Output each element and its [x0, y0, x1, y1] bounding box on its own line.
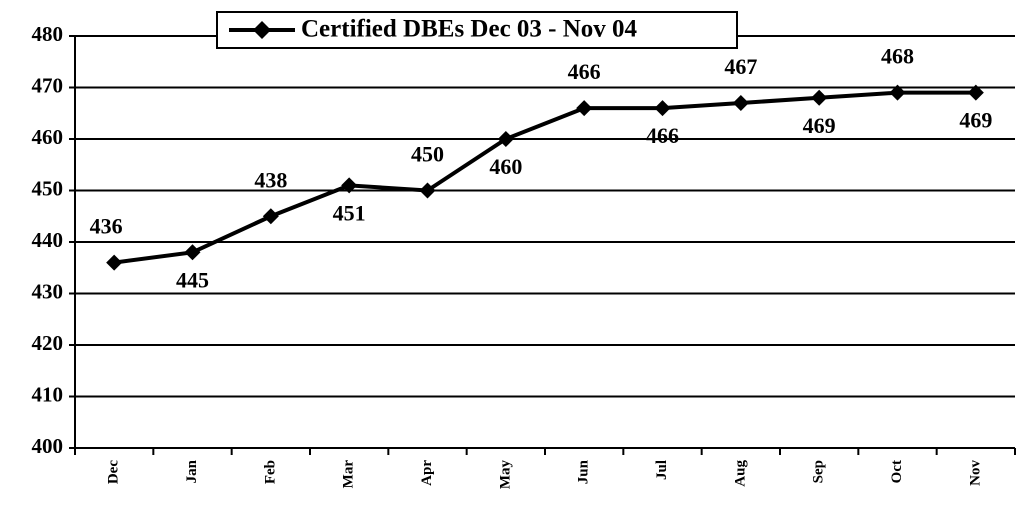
data-label: 469 — [803, 113, 836, 138]
marker — [811, 89, 828, 106]
data-label: 450 — [411, 142, 444, 167]
legend-label: Certified DBEs Dec 03 - Nov 04 — [301, 16, 638, 43]
y-tick-label: 460 — [32, 125, 64, 149]
x-tick-label: Dec — [106, 460, 122, 484]
y-tick-label: 480 — [32, 22, 64, 46]
y-tick-label: 420 — [32, 331, 64, 355]
data-label: 469 — [959, 108, 992, 133]
marker — [497, 131, 514, 147]
x-tick-label: Jun — [576, 459, 592, 484]
legend-box — [216, 11, 738, 49]
data-label: 466 — [568, 59, 601, 84]
data-label: 445 — [176, 267, 209, 292]
series-line — [113, 90, 976, 265]
marker — [262, 208, 279, 225]
marker — [654, 100, 671, 117]
y-tick-label: 410 — [32, 382, 64, 406]
marker — [106, 254, 123, 271]
x-tick-label: Jan — [184, 459, 200, 483]
data-label: 467 — [724, 54, 757, 79]
y-tick-label: 400 — [32, 434, 64, 458]
x-tick-label: Feb — [262, 460, 278, 484]
marker — [576, 100, 593, 117]
data-label: 451 — [333, 200, 366, 225]
x-tick-label: Sep — [811, 460, 827, 483]
x-tick-label: Aug — [732, 460, 748, 487]
x-tick-label: May — [497, 460, 513, 490]
x-tick-label: Apr — [419, 460, 435, 486]
marker — [889, 84, 906, 101]
marker — [184, 244, 201, 261]
data-label: 468 — [881, 44, 914, 69]
marker — [732, 94, 749, 111]
legend-marker — [253, 21, 271, 39]
x-tick-label: Oct — [889, 460, 905, 483]
data-label: 438 — [254, 167, 287, 192]
marker — [967, 84, 984, 101]
marker — [341, 177, 358, 194]
x-tick-label: Jul — [654, 460, 670, 480]
y-tick-label: 450 — [32, 176, 64, 200]
data-label: 436 — [90, 214, 123, 239]
x-tick-label: Mar — [341, 460, 357, 489]
marker — [419, 182, 436, 199]
data-label: 460 — [489, 154, 522, 179]
y-tick-label: 470 — [32, 73, 64, 97]
y-tick-label: 440 — [32, 228, 64, 252]
x-tick-label: Nov — [967, 460, 983, 486]
data-label: 466 — [646, 123, 679, 148]
y-tick-label: 430 — [32, 279, 64, 303]
